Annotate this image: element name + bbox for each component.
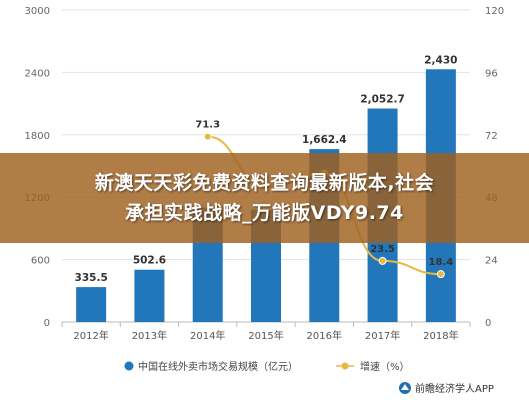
bar: [134, 269, 165, 322]
left-tick-label: 3000: [25, 6, 50, 17]
x-tick-label: 2016年: [307, 329, 342, 342]
bar-value-label: 1,662.4: [302, 134, 347, 146]
bar-value-label: 2,052.7: [360, 94, 405, 106]
legend: 中国在线外卖市场交易规模（亿元） 增速（%）: [124, 360, 410, 373]
x-tick-label: 2015年: [248, 329, 283, 342]
growth-value-label: 23.5: [370, 244, 395, 255]
bar-value-label: 2,430: [424, 54, 457, 66]
bar-value-label: 335.5: [75, 272, 108, 284]
left-tick-label: 1800: [25, 131, 50, 142]
left-tick-label: 600: [31, 256, 50, 267]
source-attribution: 前瞻经济学人APP: [399, 382, 494, 395]
caption-line-2: 承担实践战略_万能版VDY9.74: [125, 202, 404, 224]
legend-line-marker: [341, 362, 349, 370]
legend-line-label: 增速（%）: [360, 360, 410, 373]
right-tick-label: 120: [485, 6, 504, 17]
growth-point: [203, 132, 212, 141]
x-axis-ticks: 2012年 2013年 2014年 2015年 2016年 2017年 2018年: [61, 322, 471, 342]
left-tick-label: 0: [44, 318, 50, 329]
growth-point: [378, 256, 387, 265]
left-tick-label: 2400: [25, 68, 50, 79]
right-tick-label: 24: [485, 256, 498, 267]
legend-bar-swatch: [124, 361, 134, 371]
right-tick-label: 72: [485, 131, 498, 142]
right-tick-label: 96: [485, 68, 498, 79]
caption-banner: 新澳天天彩免费资料查询最新版本,社会 承担实践战略_万能版VDY9.74: [0, 153, 529, 243]
source-logo-icon: [399, 382, 411, 394]
bar: [76, 287, 107, 322]
growth-value-label: 18.4: [429, 257, 454, 268]
legend-bar-label: 中国在线外卖市场交易规模（亿元）: [138, 360, 298, 373]
x-tick-label: 2012年: [73, 329, 108, 342]
bar-value-label: 502.6: [133, 255, 166, 267]
x-tick-label: 2014年: [190, 329, 225, 342]
growth-value-label: 71.3: [195, 120, 220, 131]
x-tick-label: 2013年: [132, 329, 167, 342]
growth-point: [436, 270, 445, 279]
x-tick-label: 2018年: [423, 329, 458, 342]
source-text: 前瞻经济学人APP: [415, 382, 494, 395]
x-tick-label: 2017年: [365, 329, 400, 342]
caption-line-1: 新澳天天彩免费资料查询最新版本,社会: [94, 172, 435, 194]
right-tick-label: 0: [485, 318, 491, 329]
